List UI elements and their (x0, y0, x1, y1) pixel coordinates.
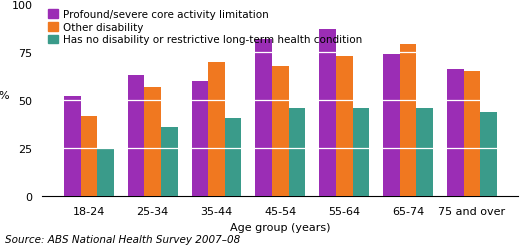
Bar (208, 62, 225, 197)
Bar (272, 66, 289, 197)
Bar (480, 112, 497, 197)
Bar (400, 45, 416, 197)
Legend: Profound/severe core activity limitation, Other disability, Has no disability or: Profound/severe core activity limitation… (48, 10, 362, 45)
Y-axis label: %: % (0, 91, 8, 101)
Bar (383, 55, 400, 197)
Bar (161, 128, 178, 197)
Bar (144, 87, 161, 197)
Bar (97, 149, 114, 197)
Bar (336, 57, 352, 197)
Text: Source: ABS National Health Survey 2007–08: Source: ABS National Health Survey 2007–… (5, 234, 241, 244)
Bar (64, 97, 80, 197)
Bar (225, 118, 241, 197)
Bar (320, 30, 336, 197)
X-axis label: Age group (years): Age group (years) (230, 222, 331, 232)
Bar (191, 82, 208, 197)
Bar (289, 108, 305, 197)
Bar (352, 108, 369, 197)
Bar (447, 70, 463, 197)
Bar (463, 72, 480, 197)
Bar (80, 116, 97, 197)
Bar (128, 76, 144, 197)
Bar (416, 108, 433, 197)
Bar (256, 40, 272, 197)
